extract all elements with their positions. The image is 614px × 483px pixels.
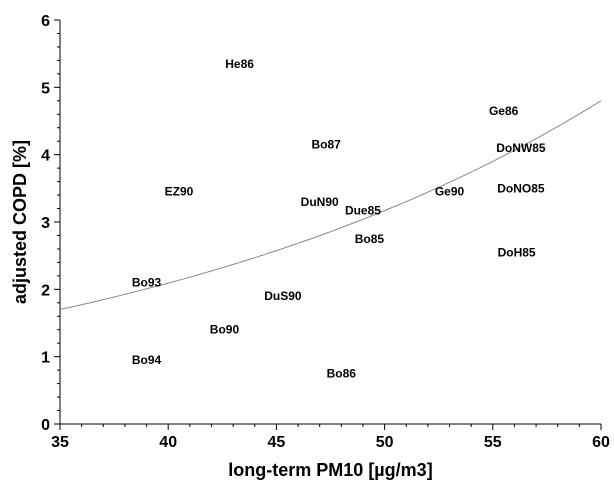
- y-tick-label: 3: [41, 215, 50, 232]
- data-point-label: DoNO85: [497, 181, 545, 195]
- x-tick-label: 55: [484, 434, 502, 451]
- y-tick-label: 1: [41, 350, 50, 367]
- x-tick-label: 50: [376, 434, 394, 451]
- data-point-label: EZ90: [165, 185, 194, 199]
- x-tick-label: 60: [592, 434, 610, 451]
- x-axis: 35 40 45 50 55 60: [51, 423, 610, 451]
- data-point-label: DoNW85: [496, 141, 546, 155]
- x-ticks: 35 40 45 50 55 60: [51, 424, 610, 451]
- data-point-label: Bo87: [312, 138, 342, 152]
- trend-line: [59, 100, 602, 310]
- x-axis-title: long-term PM10 [µg/m3]: [228, 460, 432, 480]
- data-point-label: Bo85: [355, 232, 385, 246]
- data-point-label: DuN90: [301, 195, 339, 209]
- x-tick-label: 40: [159, 434, 177, 451]
- y-axis: 0 1 2 3 4 5 6: [41, 13, 61, 434]
- x-tick-label: 35: [51, 434, 69, 451]
- data-point-label: Ge86: [489, 104, 519, 118]
- y-tick-label: 6: [41, 13, 50, 30]
- data-point-label: Bo93: [132, 276, 162, 290]
- data-point-label: DoH85: [498, 245, 536, 259]
- data-point-label: He86: [225, 57, 254, 71]
- x-tick-label: 45: [268, 434, 286, 451]
- y-tick-label: 4: [41, 148, 50, 165]
- data-point-label: DuS90: [264, 289, 302, 303]
- y-axis-title: adjusted COPD [%]: [10, 140, 30, 304]
- y-ticks: 0 1 2 3 4 5 6: [41, 13, 60, 434]
- data-point-label: Bo86: [327, 367, 357, 381]
- data-point-label: Bo90: [210, 323, 240, 337]
- y-tick-label: 0: [41, 417, 50, 434]
- y-tick-label: 2: [41, 282, 50, 299]
- data-point-label: Ge90: [435, 185, 465, 199]
- y-tick-label: 5: [41, 80, 50, 97]
- data-point-label: Bo94: [132, 353, 162, 367]
- data-point-labels: He86 Ge86 Bo87 DoNW85 EZ90 Ge90 DoNO85 DuN90 Due…: [132, 57, 546, 381]
- data-point-label: Due85: [345, 204, 381, 218]
